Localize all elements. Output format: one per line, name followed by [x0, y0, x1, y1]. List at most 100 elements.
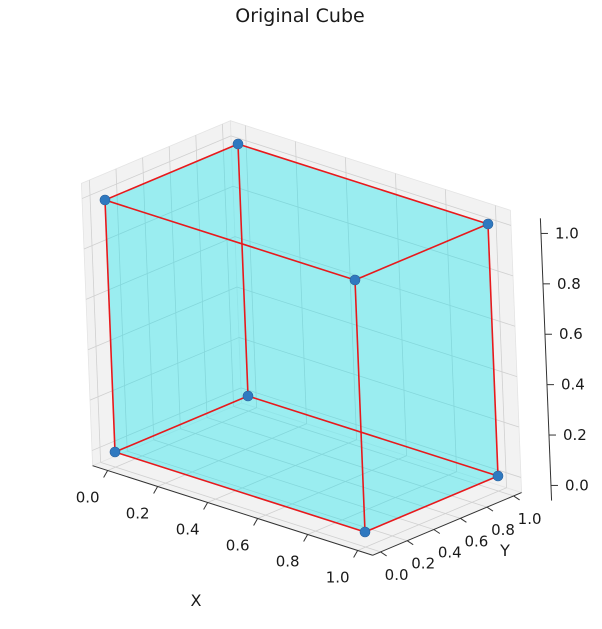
cube-edges — [104, 143, 499, 533]
grid-line — [207, 439, 357, 503]
y-tick-label: 0.0 — [385, 566, 409, 584]
z-tick-label: 0.0 — [565, 476, 589, 494]
grid-line — [394, 173, 407, 456]
grid-line — [307, 471, 457, 535]
grid-line — [357, 487, 507, 551]
x-tick-label: 0.2 — [126, 504, 150, 522]
x-tick-label: 0.4 — [176, 520, 200, 538]
y-tick — [380, 551, 387, 557]
cube-edge — [354, 223, 489, 281]
grid-line — [222, 124, 234, 407]
cube-vertex-point — [242, 390, 254, 402]
cube-edge — [247, 395, 499, 477]
z-tick-label: 0.8 — [557, 275, 581, 293]
grid-line — [100, 461, 381, 553]
grid-line — [168, 146, 181, 429]
y-tick-label: 0.2 — [411, 555, 435, 573]
grid-line — [494, 205, 507, 488]
x-axis-label: X — [191, 591, 202, 610]
x-tick-label: 1.0 — [326, 568, 350, 586]
grid-line — [234, 236, 516, 327]
cube-face — [105, 200, 365, 532]
y-axis-line — [372, 492, 522, 556]
cube-edge — [114, 395, 249, 453]
cube-vertex-point — [109, 446, 121, 458]
grid-line — [87, 286, 238, 351]
grid-line — [89, 180, 101, 463]
z-tick-label: 0.4 — [561, 376, 585, 394]
cube-edge — [237, 143, 489, 225]
grid-line — [206, 417, 488, 508]
grid-line — [233, 405, 514, 497]
y-tick-label: 0.6 — [464, 532, 488, 550]
z-axis-line — [539, 218, 553, 501]
cube-vertices — [99, 138, 504, 538]
cube-vertex-point — [492, 470, 504, 482]
axis-ticks: 0.00.00.00.20.20.20.40.40.40.6 0.60.60.80… — [76, 224, 589, 586]
x-tick — [353, 550, 359, 558]
axis-panes — [80, 120, 523, 556]
cube-vertex-point — [99, 194, 111, 206]
grid-line — [89, 337, 240, 401]
y-tick-label: 0.4 — [438, 544, 462, 562]
cube-face — [355, 224, 498, 532]
cube-edge — [364, 475, 499, 533]
grid-line — [115, 168, 128, 452]
grid-line — [294, 141, 307, 424]
x-tick-label: 0.8 — [276, 552, 300, 570]
y-tick — [513, 495, 520, 501]
grid-lines — [81, 124, 522, 553]
chart-title: Original Cube — [235, 5, 364, 27]
grid-line — [91, 387, 242, 451]
z-tick-label: 0.2 — [563, 426, 587, 444]
cube-edge — [237, 143, 249, 397]
cube-edge — [487, 223, 499, 477]
y-tick — [460, 517, 467, 523]
grid-line — [238, 337, 520, 428]
y-tick — [433, 529, 441, 534]
grid-line — [153, 439, 434, 530]
cube-edge — [104, 143, 239, 201]
grid-line — [157, 423, 307, 487]
grid-line — [257, 455, 407, 519]
x-tick-label: 0.0 — [76, 488, 100, 506]
x-tick — [153, 486, 159, 494]
z-tick-label: 1.0 — [555, 224, 579, 242]
x-tick — [203, 502, 209, 510]
grid-line — [240, 387, 522, 478]
cube-edge — [354, 279, 366, 533]
x-tick — [303, 534, 309, 542]
cube-vertex-point — [232, 138, 244, 150]
grid-line — [81, 135, 232, 199]
grid-line — [180, 428, 461, 519]
x-axis-line — [92, 465, 373, 556]
grid-line — [127, 450, 408, 542]
grid-line — [244, 125, 257, 408]
x-tick — [103, 470, 109, 478]
grid-line — [230, 135, 512, 226]
axis-lines — [92, 218, 553, 556]
grid-line — [232, 185, 514, 277]
cube-face — [238, 144, 498, 476]
cube-edge — [114, 451, 366, 533]
y-axis-label: Y — [499, 541, 510, 560]
grid-line — [344, 157, 357, 440]
cube-face — [115, 396, 498, 532]
cube-edge — [104, 199, 116, 453]
z-tick-label: 0.6 — [559, 325, 583, 343]
x-tick-label: 0.6 — [226, 536, 250, 554]
grid-line — [85, 236, 236, 300]
cube-face — [105, 144, 488, 280]
cube-vertex-point — [482, 218, 494, 230]
grid-line — [444, 189, 457, 472]
y-tick — [406, 540, 414, 546]
cube-faces — [105, 144, 498, 532]
y-tick-label: 0.8 — [491, 521, 515, 539]
y-tick-label: 1.0 — [518, 510, 542, 528]
y-tick — [486, 506, 494, 512]
cube-vertex-point — [359, 526, 371, 538]
grid-line — [236, 286, 518, 378]
cube-edge — [104, 199, 356, 281]
grid-line — [142, 157, 155, 440]
